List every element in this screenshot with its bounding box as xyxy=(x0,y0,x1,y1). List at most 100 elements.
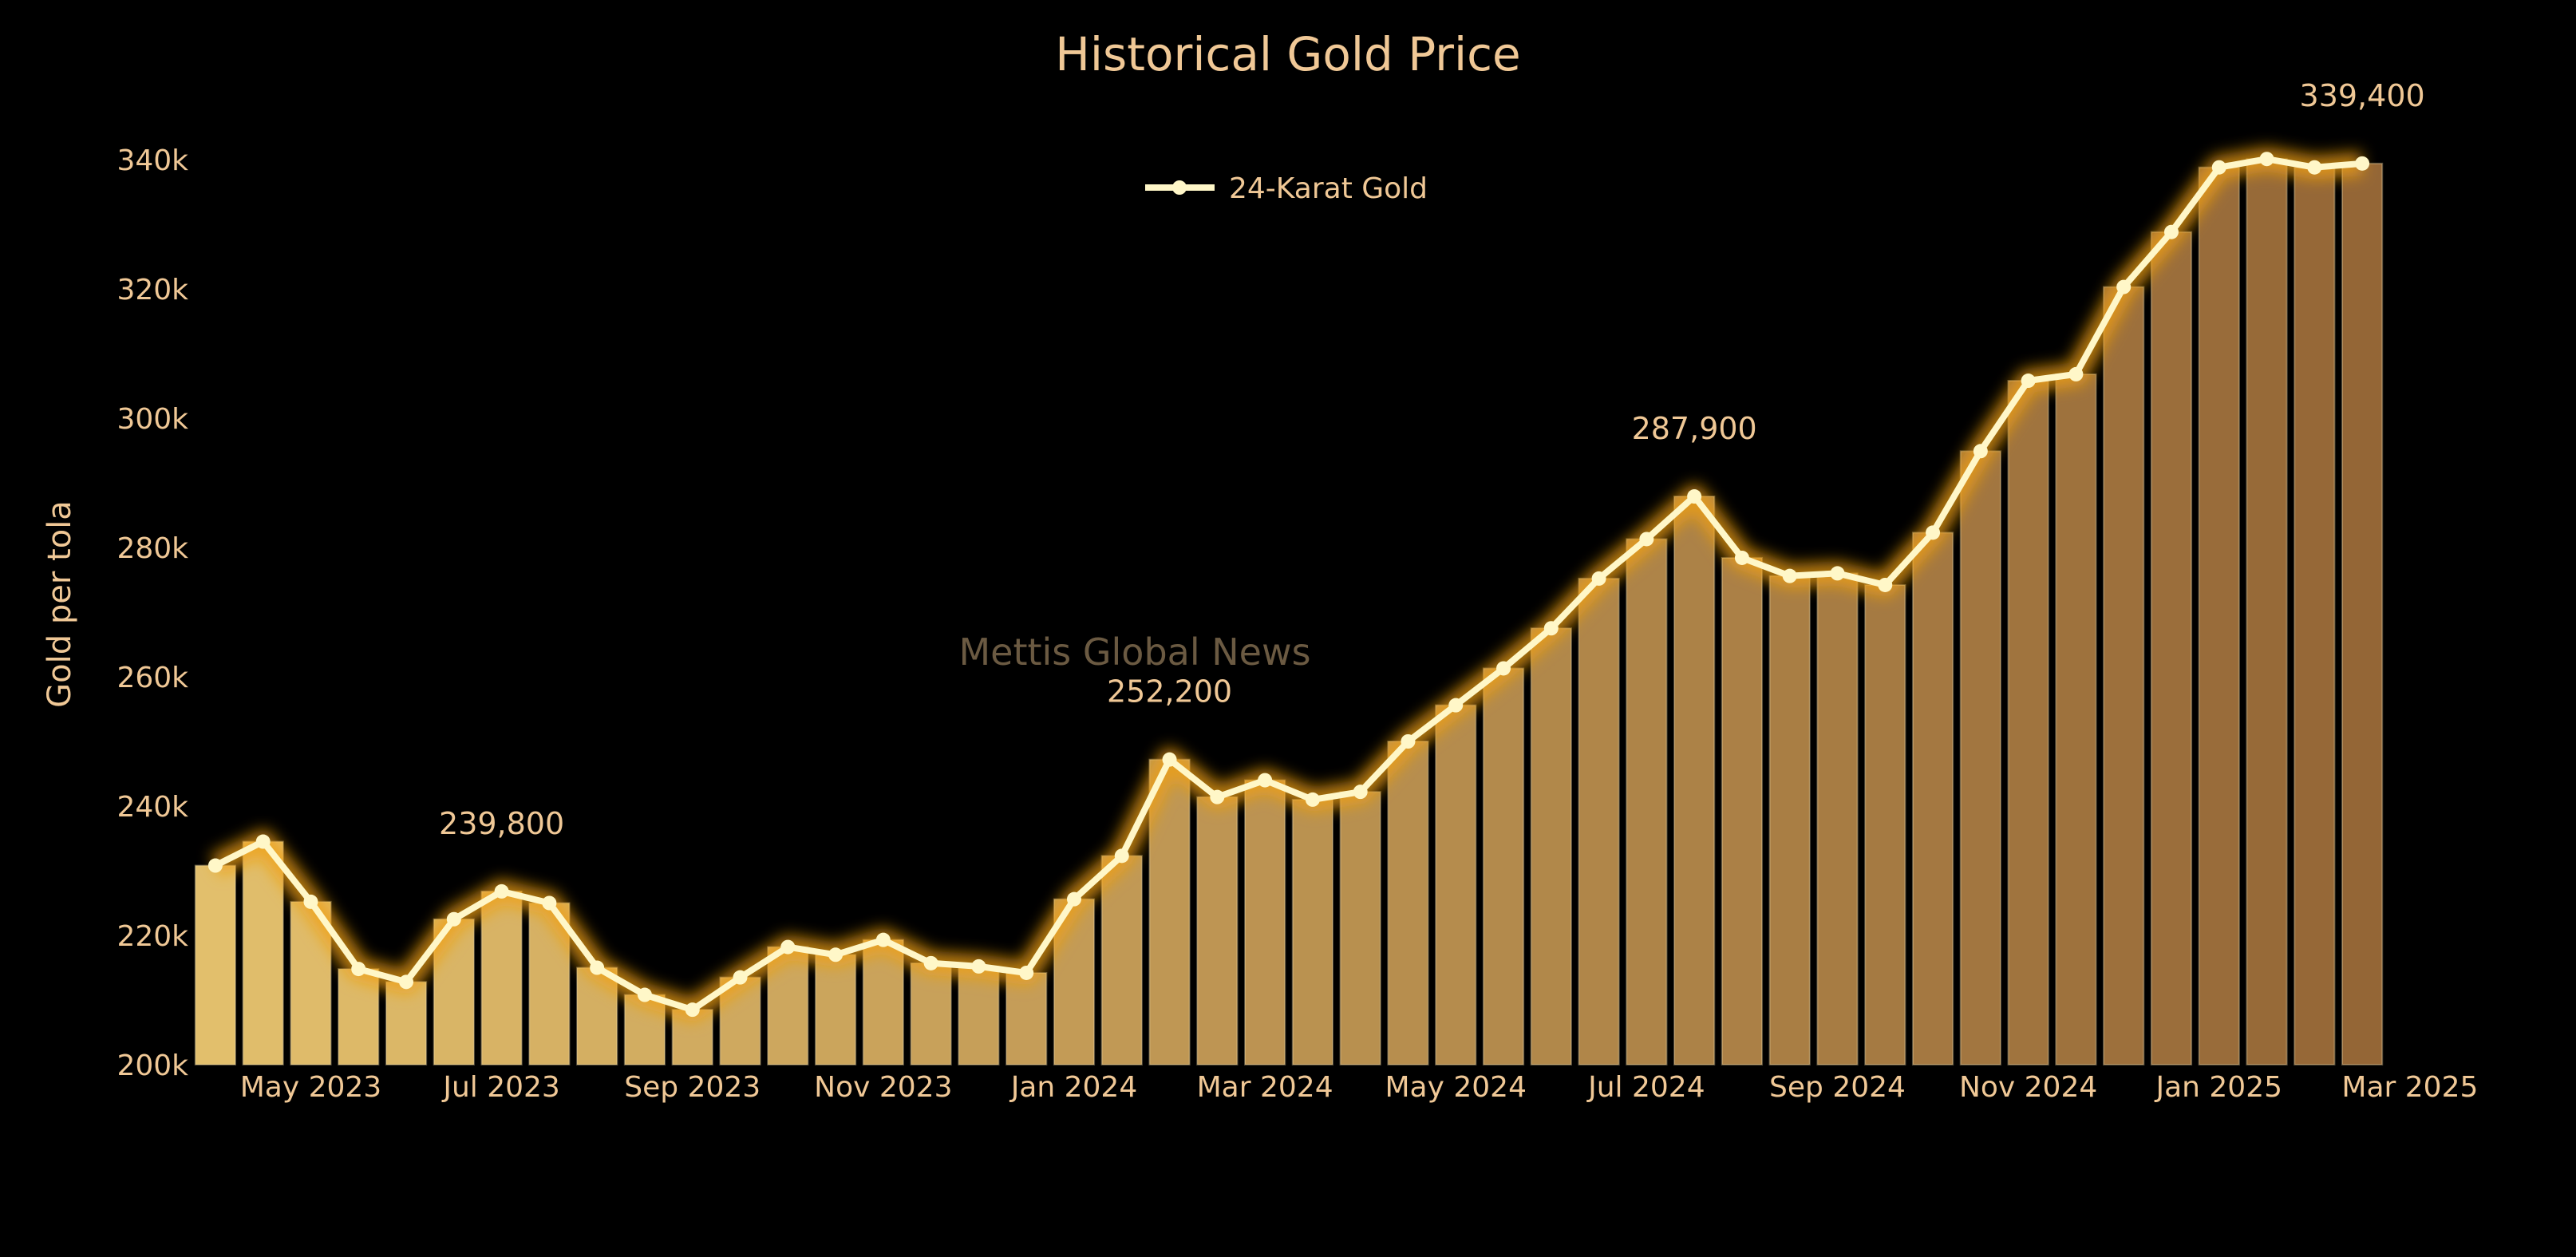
line-point xyxy=(637,987,652,1002)
x-tick-label: May 2023 xyxy=(240,1071,382,1104)
legend-label: 24-Karat Gold xyxy=(1229,172,1428,205)
bar xyxy=(862,939,904,1066)
bar xyxy=(480,890,523,1066)
bar xyxy=(2055,373,2097,1066)
bar-series xyxy=(194,158,2384,1066)
line-point xyxy=(1019,965,1034,980)
line-point xyxy=(1543,621,1559,636)
bar xyxy=(2246,158,2288,1066)
annotation-label: 287,900 xyxy=(1632,411,1757,446)
bar xyxy=(1626,538,1668,1065)
x-tick-label: Nov 2024 xyxy=(1959,1071,2097,1104)
line-point xyxy=(1687,489,1702,504)
line-point xyxy=(494,883,509,899)
line-point xyxy=(1401,734,1416,749)
bar xyxy=(1006,971,1048,1065)
y-tick-label: 300k xyxy=(117,403,188,436)
bar xyxy=(1435,704,1477,1065)
y-axis-ticks: 200k 220k 240k 260k 280k 300k 320k 340k xyxy=(117,144,188,1082)
bar xyxy=(1196,796,1239,1065)
x-tick-label: Jul 2024 xyxy=(1586,1071,1705,1104)
line-point xyxy=(828,947,844,963)
line-point xyxy=(2021,374,2036,389)
line-point xyxy=(542,895,557,911)
annotation-label: 252,200 xyxy=(1107,674,1232,710)
line-point xyxy=(1114,848,1129,864)
line-point xyxy=(1162,752,1177,767)
x-tick-label: Mar 2025 xyxy=(2341,1071,2478,1104)
line-path xyxy=(214,156,2363,1014)
line-point xyxy=(1973,444,1988,459)
y-tick-label: 260k xyxy=(117,662,188,694)
bar xyxy=(1339,791,1381,1065)
line-point xyxy=(399,974,414,990)
line-point xyxy=(780,939,796,955)
line-point xyxy=(2211,160,2226,175)
line-point xyxy=(1305,792,1320,807)
line-point xyxy=(1782,568,1797,583)
line-point xyxy=(1830,566,1845,581)
legend: 24-Karat Gold xyxy=(1145,172,1428,205)
bar xyxy=(1387,741,1429,1065)
line-point xyxy=(1353,785,1368,800)
legend-marker xyxy=(1172,180,1187,195)
line-point xyxy=(1591,571,1606,586)
line-point xyxy=(923,955,938,970)
bar xyxy=(1768,575,1811,1065)
line-point xyxy=(1210,789,1225,804)
y-tick-label: 220k xyxy=(117,920,188,953)
y-tick-label: 240k xyxy=(117,791,188,824)
line-point xyxy=(875,932,891,947)
line-point xyxy=(303,894,318,909)
annotations: 239,800 252,200 287,900 339,400 xyxy=(439,78,2425,841)
x-tick-label: Jan 2024 xyxy=(1009,1071,1138,1104)
x-tick-label: Jul 2023 xyxy=(441,1071,560,1104)
bar xyxy=(2007,380,2049,1065)
line-point xyxy=(2355,156,2370,171)
line-point xyxy=(1926,525,1941,540)
chart-title: Historical Gold Price xyxy=(1055,27,1520,81)
line-point xyxy=(207,858,223,873)
bar xyxy=(2341,162,2384,1066)
line-point xyxy=(255,834,271,849)
x-tick-label: Sep 2023 xyxy=(624,1071,761,1104)
bar xyxy=(1530,627,1572,1065)
line-point xyxy=(446,911,461,927)
y-tick-label: 200k xyxy=(117,1049,188,1082)
line-point xyxy=(733,970,748,985)
line-point xyxy=(1639,532,1654,547)
line-point xyxy=(971,959,986,974)
annotation-label: 239,800 xyxy=(439,806,564,841)
x-axis-ticks: May 2023 Jul 2023 Sep 2023 Nov 2023 Jan 2024… xyxy=(240,1071,2479,1104)
x-tick-label: May 2024 xyxy=(1385,1071,1527,1104)
bar xyxy=(1816,572,1859,1065)
line-point xyxy=(1734,550,1749,565)
line-series xyxy=(207,152,2370,1018)
bar xyxy=(1578,577,1620,1065)
bar xyxy=(1864,583,1906,1065)
line-point xyxy=(1878,577,1893,592)
line-point xyxy=(2307,160,2322,175)
x-tick-label: Sep 2024 xyxy=(1769,1071,1906,1104)
bar xyxy=(910,962,952,1065)
line-point xyxy=(1496,661,1511,676)
line-point xyxy=(2068,366,2084,381)
x-tick-label: Jan 2025 xyxy=(2154,1071,2282,1104)
line-point xyxy=(1448,698,1464,713)
y-tick-label: 320k xyxy=(117,274,188,306)
line-point xyxy=(1258,773,1273,788)
line-point xyxy=(2116,279,2132,294)
bar xyxy=(242,840,284,1066)
bar xyxy=(385,981,428,1065)
annotation-label: 339,400 xyxy=(2300,78,2425,113)
bar xyxy=(1721,556,1764,1065)
bar xyxy=(1482,667,1525,1065)
line-point xyxy=(685,1002,700,1018)
line-point xyxy=(2163,224,2179,239)
line-point xyxy=(351,962,366,977)
bar xyxy=(814,954,857,1066)
line-point xyxy=(1066,891,1081,907)
bar xyxy=(2150,231,2193,1066)
